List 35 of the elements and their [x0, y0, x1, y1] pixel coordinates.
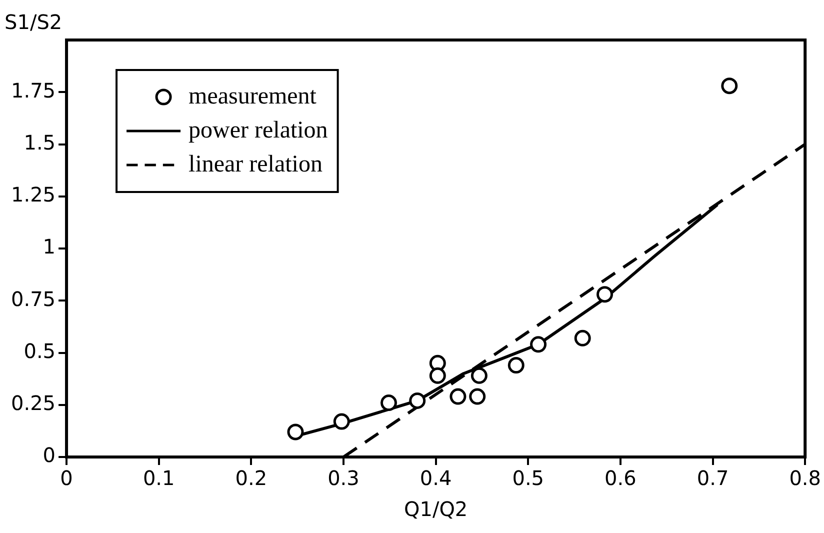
x-tick-label: 0.8 — [789, 466, 822, 490]
x-tick-label: 0.5 — [512, 466, 544, 490]
x-axis-title: Q1/Q2 — [404, 497, 468, 522]
legend-label: measurement — [188, 83, 317, 110]
x-tick-label: 0.3 — [328, 466, 360, 490]
point — [596, 286, 614, 303]
point — [333, 413, 350, 430]
point — [530, 336, 547, 353]
x-tick-label: 0 — [60, 466, 73, 490]
point — [470, 367, 488, 384]
point — [409, 392, 426, 409]
y-tick-label: 0 — [42, 443, 56, 468]
point — [574, 330, 591, 346]
point — [508, 357, 524, 374]
x-tick-label: 0.7 — [696, 466, 729, 490]
y-tick-label: 1.75 — [11, 78, 56, 102]
x-tick-label: 0.4 — [420, 466, 452, 490]
y-axis-title: S1/S2 — [4, 10, 62, 34]
y-tick-label: 0.5 — [24, 338, 56, 363]
y-tick-label: 0.25 — [11, 391, 56, 416]
y-tick-label: 1.25 — [11, 182, 56, 207]
point — [287, 424, 304, 440]
y-tick-label: 0.75 — [11, 286, 56, 311]
x-tick-label: 0.6 — [604, 466, 636, 490]
legend-label: power relation — [188, 117, 328, 144]
point — [450, 388, 466, 405]
point — [380, 394, 397, 412]
y-tick-label: 1.5 — [24, 130, 56, 154]
x-tick-label: 0.2 — [235, 466, 268, 490]
point — [469, 388, 486, 405]
x-tick-label: 0.1 — [142, 466, 175, 490]
point — [429, 367, 446, 384]
point — [721, 78, 738, 94]
y-tick-label: 1 — [42, 234, 56, 259]
legend-label: linear relation — [188, 151, 322, 178]
